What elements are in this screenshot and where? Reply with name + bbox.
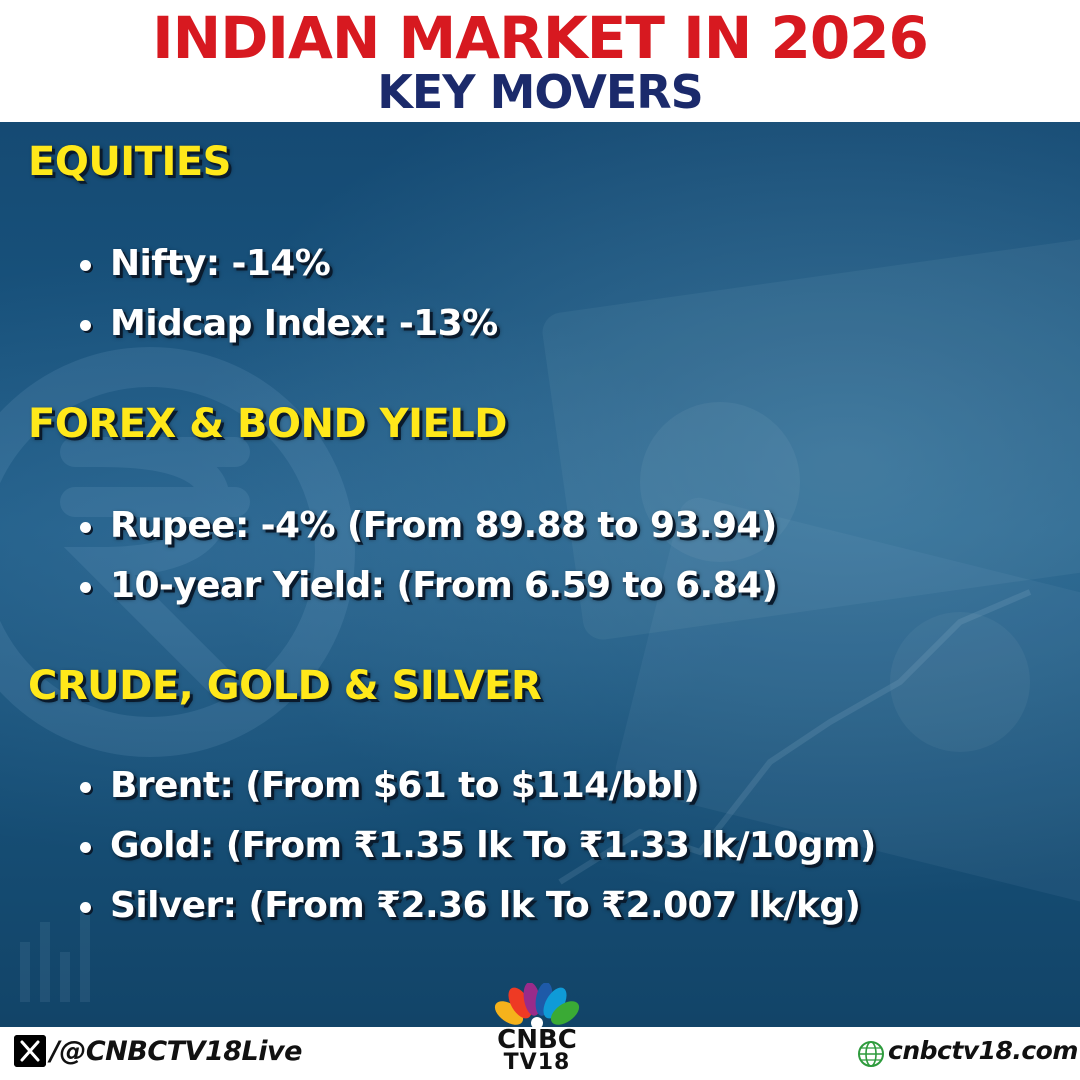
section-title-forex-bond: FOREX & BOND YIELD [28, 401, 508, 447]
list-item: Silver: (From ₹2.36 lk To ₹2.007 lk/kg) [78, 876, 876, 936]
list-item: Midcap Index: -13% [78, 294, 498, 354]
header: INDIAN MARKET IN 2026 KEY MOVERS [0, 0, 1080, 122]
list-item: Rupee: -4% (From 89.88 to 93.94) [78, 496, 777, 556]
equities-list: Nifty: -14% Midcap Index: -13% [78, 234, 498, 354]
www-globe-icon [858, 1041, 884, 1067]
page-subtitle: KEY MOVERS [377, 65, 704, 119]
social-handle-link[interactable]: /@CNBCTV18Live [50, 1036, 302, 1067]
cnbc-tv18-logo: CNBC TV18 [484, 983, 590, 1077]
section-title-crude-gold-silver: CRUDE, GOLD & SILVER [28, 663, 542, 709]
list-item: 10-year Yield: (From 6.59 to 6.84) [78, 556, 778, 616]
section-title-equities: EQUITIES [28, 139, 232, 185]
footer: /@CNBCTV18Live [0, 1027, 1080, 1080]
list-item: Nifty: -14% [78, 234, 498, 294]
list-item: Gold: (From ₹1.35 lk To ₹1.33 lk/10gm) [78, 816, 876, 876]
crude-gold-silver-list: Brent: (From $61 to $114/bbl) Gold: (Fro… [78, 756, 876, 936]
logo-text-tv18: TV18 [503, 1050, 571, 1075]
forex-bond-list: Rupee: -4% (From 89.88 to 93.94) 10-year… [78, 496, 778, 616]
peacock-logo-icon [494, 983, 580, 1029]
logo-text-cnbc: CNBC [497, 1025, 577, 1055]
page-title: INDIAN MARKET IN 2026 [152, 4, 929, 72]
list-item: Brent: (From $61 to $114/bbl) [78, 756, 876, 816]
x-logo-icon[interactable] [14, 1035, 46, 1067]
content-panel: EQUITIES Nifty: -14% Midcap Index: -13% … [0, 122, 1080, 1027]
website-link[interactable]: cnbctv18.com [888, 1036, 1078, 1065]
background-currency-decoration [0, 234, 1080, 1002]
